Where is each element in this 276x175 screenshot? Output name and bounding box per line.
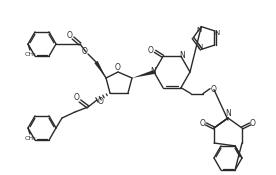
Text: O: O (74, 93, 80, 103)
Text: CH₃: CH₃ (24, 51, 36, 57)
Text: O: O (67, 30, 73, 40)
Text: O: O (98, 96, 104, 106)
Text: O: O (115, 64, 121, 72)
Text: O: O (200, 118, 206, 128)
Text: O: O (211, 85, 217, 94)
Text: N: N (179, 51, 185, 60)
Text: N: N (198, 44, 203, 50)
Text: O: O (148, 46, 154, 55)
Text: N: N (150, 68, 156, 76)
Polygon shape (94, 61, 106, 78)
Text: N: N (214, 30, 219, 36)
Text: O: O (82, 47, 88, 55)
Text: N: N (197, 27, 202, 33)
Polygon shape (132, 70, 155, 78)
Text: O: O (250, 118, 256, 128)
Text: N: N (225, 110, 231, 118)
Text: CH₃: CH₃ (24, 135, 36, 141)
